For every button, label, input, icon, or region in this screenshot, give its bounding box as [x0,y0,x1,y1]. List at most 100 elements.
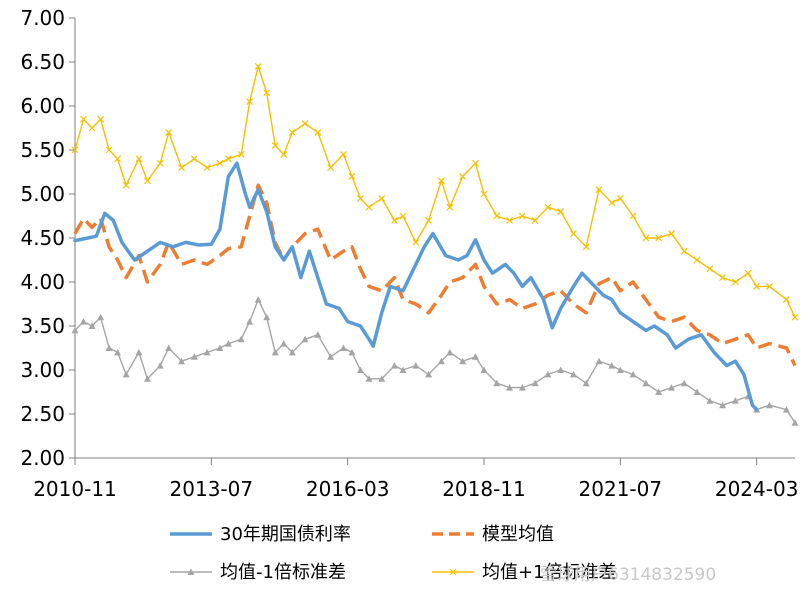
data-point [280,340,288,347]
data-point [766,282,773,290]
data-point [446,203,454,211]
data-point [156,362,164,369]
data-point [493,379,501,387]
legend-label: 30年期国债利率 [220,524,351,545]
data-point [97,313,105,321]
data-point [246,98,254,106]
data-point [642,234,650,242]
data-point [437,357,445,365]
data-point [706,265,714,273]
x-tick-label: 2021-07 [579,477,663,501]
data-point [327,164,335,172]
data-point [348,172,356,180]
data-point [412,238,420,246]
data-point [557,208,565,216]
series-line [74,65,796,318]
data-point [80,318,88,325]
data-point [165,344,173,351]
x-tick-label: 2018-11 [442,477,526,501]
data-point [680,247,688,255]
data-point [203,164,211,172]
x-tick-label: 2016-03 [306,477,390,501]
data-point [88,124,96,132]
x-tick-label: 2024-03 [715,477,799,501]
data-point [557,366,565,373]
plot-series [71,62,799,426]
y-tick-label: 4.00 [20,270,65,294]
y-tick-label: 6.00 [20,94,65,118]
data-point [288,128,296,136]
data-point [655,234,663,242]
data-point [97,115,104,123]
data-point [595,186,603,194]
y-tick-label: 6.50 [20,50,65,74]
data-point [518,212,526,220]
data-point [301,120,309,128]
data-point [667,384,675,391]
data-point [288,348,296,356]
data-point [156,159,164,167]
y-axis: 2.00 2.50 3.00 3.50 4.00 4.50 5.00 5.50 6.00 6.50… [20,6,76,470]
data-point [425,370,433,378]
series-1 [73,161,759,412]
x-axis: 2010-11 2013-07 2016-03 2018-11 2021-07 2024-… [33,457,799,501]
data-point [216,159,224,167]
data-point [569,370,577,378]
data-point [80,115,87,123]
legend-label: 均值+1倍标准差 [482,562,617,583]
data-point [791,313,799,321]
data-point [459,357,467,365]
y-tick-label: 5.50 [20,138,65,162]
data-point [105,146,113,154]
data-point [237,150,245,158]
y-tick-label: 5.00 [20,182,65,206]
data-point [719,401,727,409]
legend-label: 模型均值 [482,524,554,545]
data-point [506,216,513,224]
data-point [731,278,739,286]
data-point [493,212,501,220]
data-point [608,362,616,369]
data-point [782,406,790,413]
y-tick-label: 3.50 [20,314,65,338]
legend-item: 均值+1倍标准差 [432,562,617,583]
data-point [693,388,701,395]
y-tick-label: 4.50 [20,226,65,250]
data-point [425,216,433,224]
data-point [719,274,726,282]
data-point [480,366,488,373]
data-point [378,375,386,382]
data-point [144,177,151,185]
data-point [178,357,186,365]
data-point [412,362,420,369]
data-point [314,331,322,338]
data-point [114,155,122,163]
data-point [88,322,96,329]
data-point [544,370,552,378]
data-point [765,401,773,409]
data-point [608,199,616,207]
data-point [616,194,624,202]
watermark: 雪球用户6314832590 [540,565,716,585]
data-point [246,318,254,325]
data-point [595,357,603,365]
data-point [518,384,526,391]
legend-item: 均值-1倍标准差 [170,562,346,583]
data-point [271,142,279,150]
data-point [582,243,590,251]
data-point [122,370,130,378]
y-tick-label: 2.50 [20,402,65,426]
data-point [190,155,198,163]
data-point [731,397,739,404]
data-point [531,379,539,387]
data-point [237,335,245,343]
legend-marker [187,568,195,575]
data-point [570,230,577,238]
data-point [446,348,454,356]
data-point [356,366,364,373]
series-4 [71,62,799,321]
data-point [254,62,262,70]
data-point [680,379,688,387]
series-3 [71,296,799,426]
